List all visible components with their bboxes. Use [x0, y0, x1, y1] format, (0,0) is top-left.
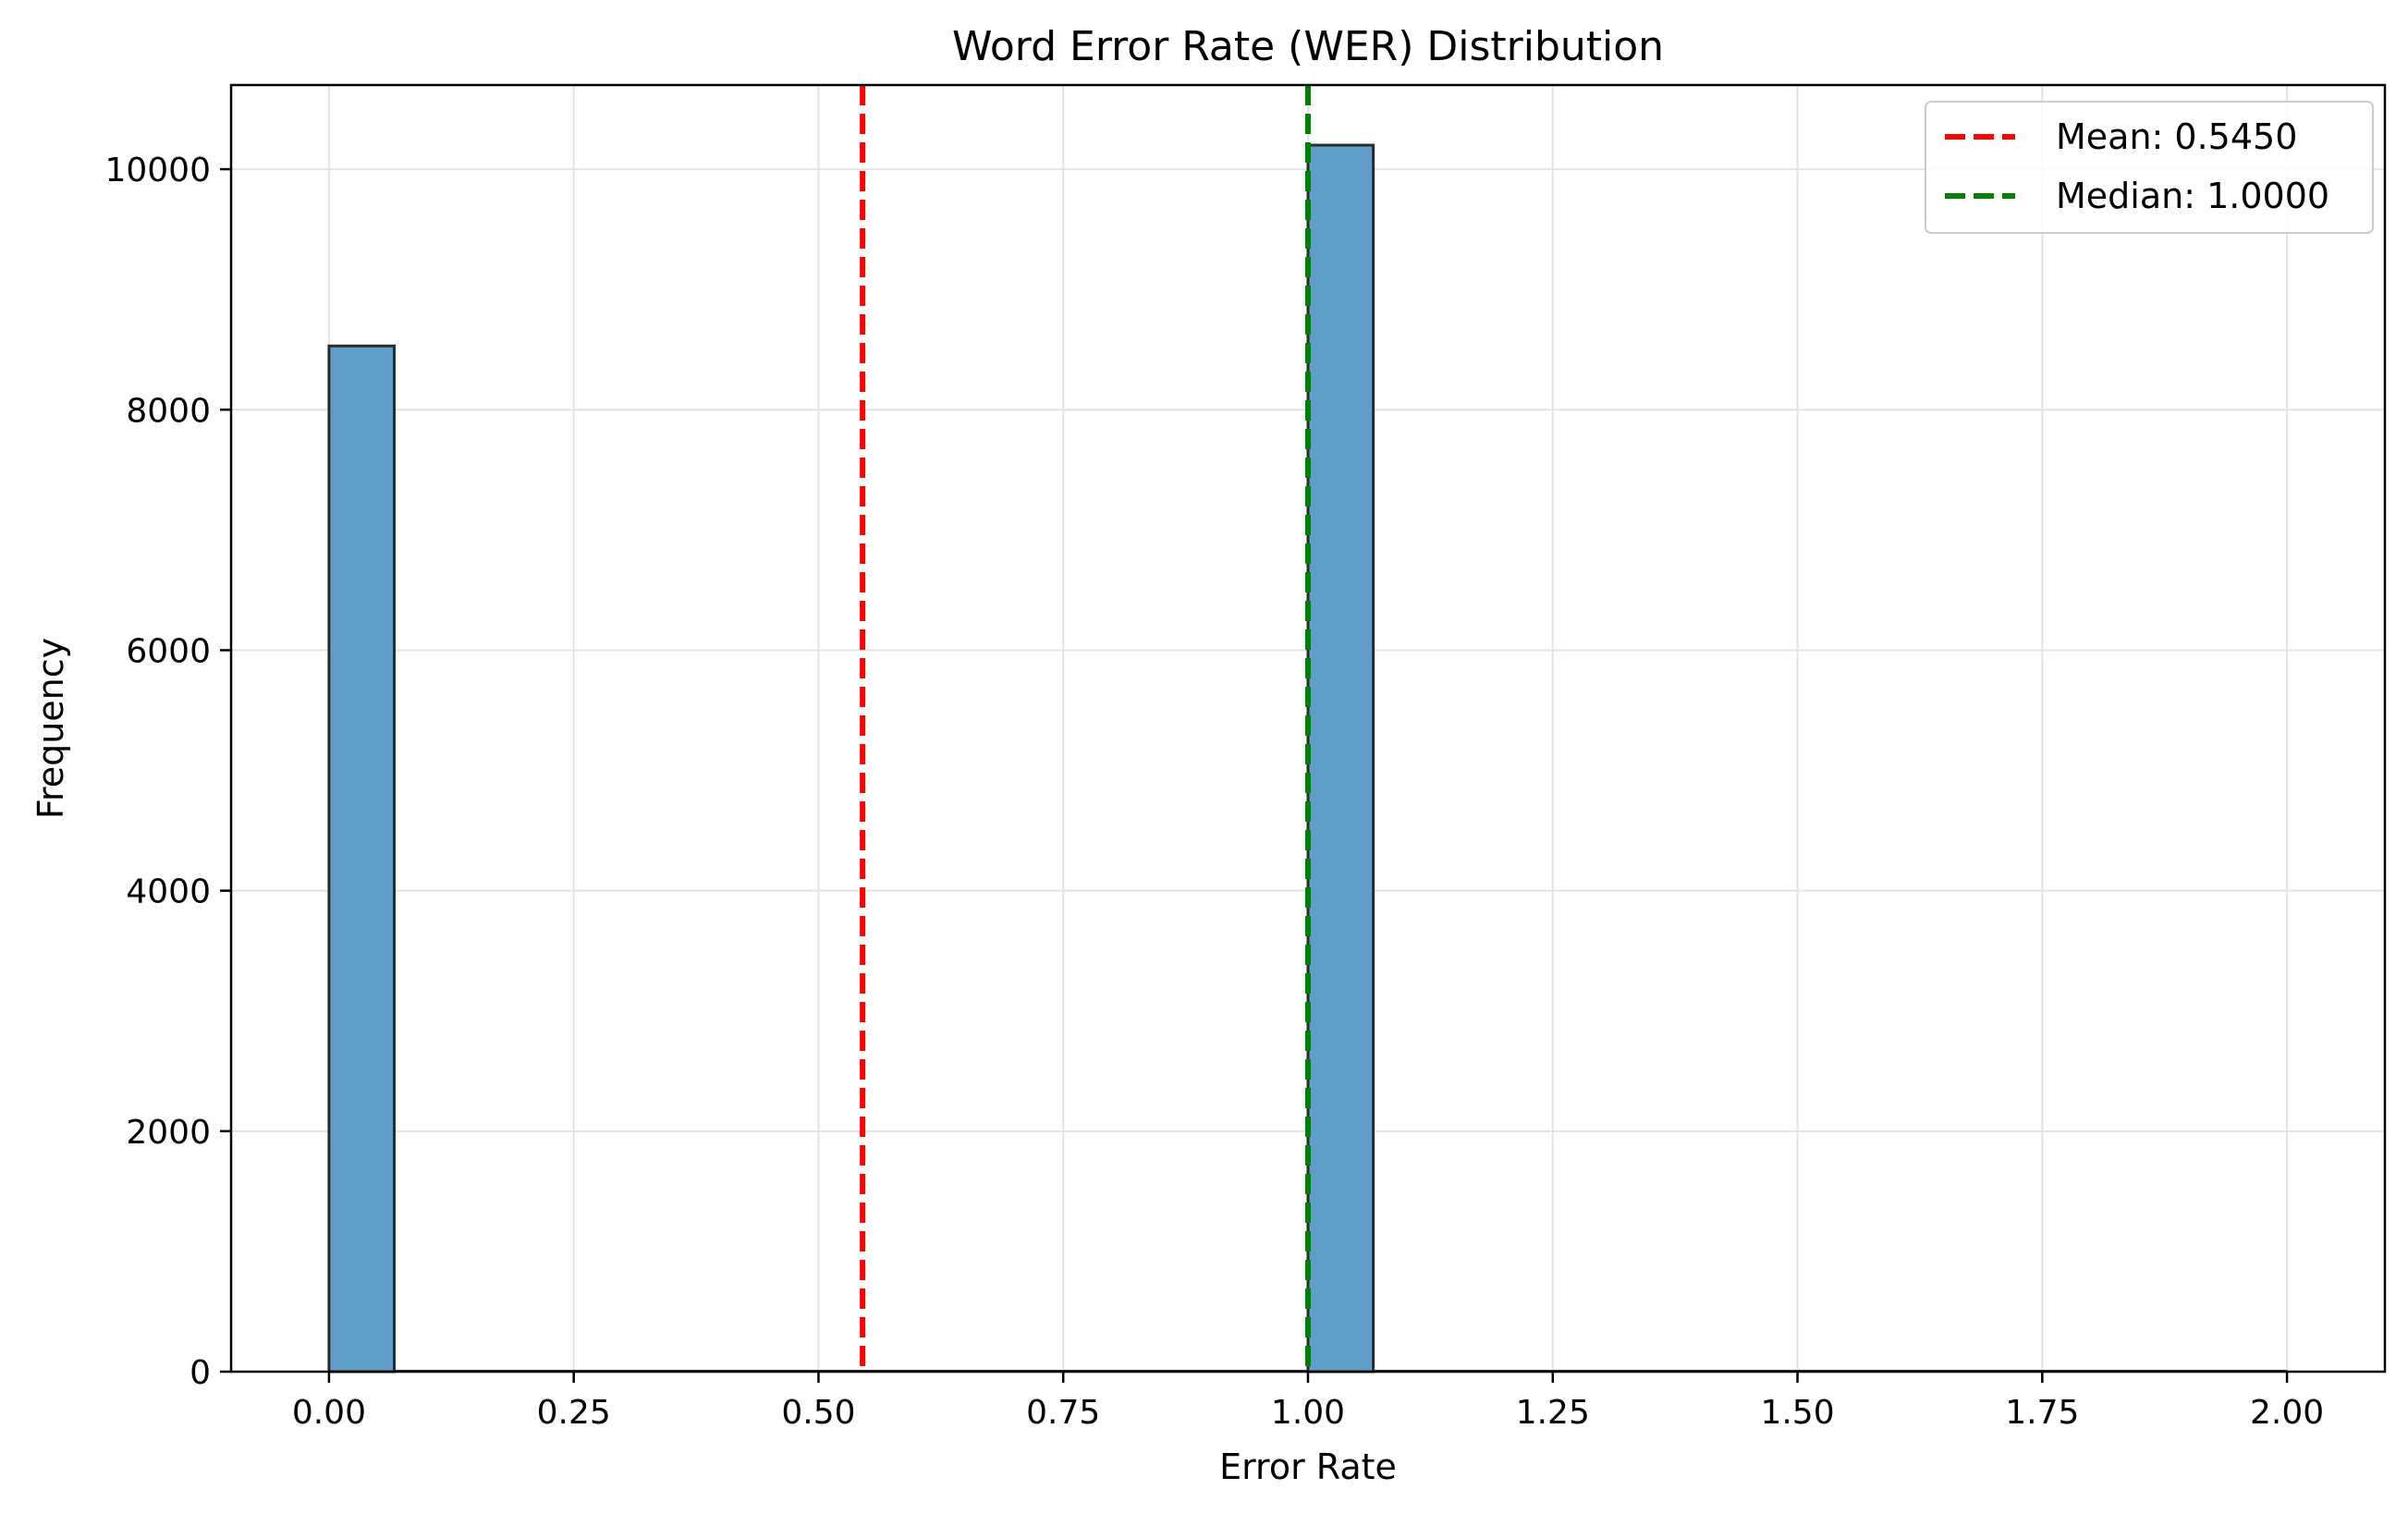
y-tick-label: 10000 — [104, 152, 211, 189]
x-tick-label: 1.50 — [1760, 1394, 1834, 1432]
x-tick-label: 1.00 — [1271, 1394, 1345, 1432]
x-tick-label: 0.00 — [292, 1394, 366, 1432]
reference-lines — [860, 85, 1311, 1372]
histogram-bar — [327, 344, 397, 1374]
x-axis-ticks: 0.00 0.25 0.50 0.75 1.00 1.25 1.50 1.75 2.00 — [292, 1372, 2324, 1432]
y-tick-label: 6000 — [126, 632, 211, 670]
y-tick-label: 2000 — [126, 1114, 211, 1152]
x-tick-label: 0.50 — [781, 1394, 855, 1432]
chart-title: Word Error Rate (WER) Distribution — [952, 23, 1664, 70]
x-tick-label: 0.75 — [1026, 1394, 1100, 1432]
y-axis-label: Frequency — [31, 638, 71, 819]
y-tick-label: 8000 — [126, 392, 211, 430]
x-axis-label: Error Rate — [1219, 1447, 1397, 1487]
x-tick-label: 0.25 — [537, 1394, 611, 1432]
legend-box — [1925, 101, 2374, 234]
histogram-bar — [1306, 143, 1375, 1374]
y-tick-label: 4000 — [126, 873, 211, 911]
legend-label: Median: 1.0000 — [2056, 176, 2329, 216]
y-tick-label: 0 — [189, 1354, 211, 1392]
legend: Mean: 0.5450 Median: 1.0000 — [1925, 101, 2374, 234]
x-tick-label: 1.25 — [1516, 1394, 1590, 1432]
y-axis-ticks: 0 2000 4000 6000 8000 10000 — [104, 152, 231, 1392]
histogram-bars — [327, 143, 2288, 1374]
x-tick-label: 2.00 — [2250, 1394, 2324, 1432]
x-tick-label: 1.75 — [2005, 1394, 2079, 1432]
legend-label: Mean: 0.5450 — [2056, 116, 2297, 157]
